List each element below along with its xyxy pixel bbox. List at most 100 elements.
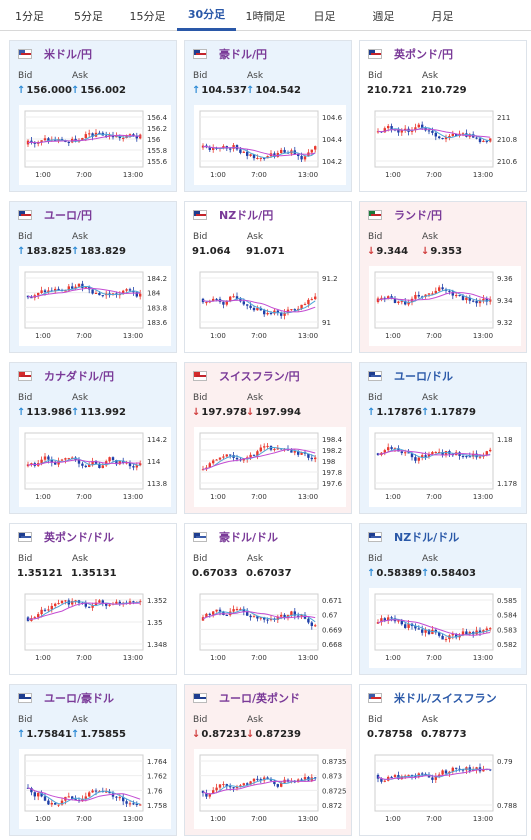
bid-number: 183.825: [26, 246, 72, 257]
y-tick-label: 198.4: [322, 436, 343, 444]
candle-body: [111, 457, 115, 461]
mini-chart[interactable]: 91.2 91 1:00 7:00 13:00: [194, 266, 346, 346]
ask-label: Ask: [422, 393, 439, 403]
mini-chart[interactable]: 156.4 156.2 156 155.8 155.6 1:00 7:00 13:00: [19, 105, 171, 185]
currency-card[interactable]: ユーロ/ドル Bid Ask ↑1.17876 ↑1.17879 1.18 1.178 1:0…: [359, 362, 527, 514]
candle-body: [276, 448, 279, 450]
x-tick-label: 13:00: [298, 332, 318, 340]
pair-link[interactable]: 米ドル/円: [18, 47, 92, 61]
y-tick-label: 0.873: [322, 773, 342, 781]
pair-link[interactable]: カナダドル/円: [18, 369, 114, 383]
mini-chart[interactable]: 0.79 0.788 1:00 7:00 13:00: [369, 749, 521, 829]
pair-link[interactable]: スイスフラン/円: [193, 369, 300, 383]
currency-card[interactable]: NZドル/ドル Bid Ask ↑0.58389 ↑0.58403 0.585 0.584 0…: [359, 523, 527, 675]
tab-0[interactable]: 1分足: [15, 9, 44, 23]
candle-body: [40, 792, 43, 797]
mini-chart[interactable]: 198.4 198.2 198 197.8 197.6 1:00 7:00 13:00: [194, 427, 346, 507]
pair-link[interactable]: 英ポンド/円: [368, 47, 453, 61]
candle-body: [84, 134, 87, 138]
mini-chart[interactable]: 211 210.8 210.6 1:00 7:00 13:00: [369, 105, 521, 185]
pair-link[interactable]: 豪ドル/ドル: [193, 530, 278, 544]
y-tick-label: 0.584: [497, 612, 518, 620]
candle-body: [431, 130, 434, 133]
mini-chart[interactable]: 1.18 1.178 1:00 7:00 13:00: [369, 427, 521, 507]
bid-label: Bid: [193, 715, 208, 725]
candle-body: [263, 617, 266, 620]
candle-body: [314, 625, 317, 627]
candle-body: [26, 295, 30, 298]
tab-6[interactable]: 週足: [372, 9, 395, 23]
x-tick-label: 7:00: [426, 171, 442, 179]
pair-link[interactable]: NZドル/円: [193, 208, 273, 222]
tab-1[interactable]: 5分足: [74, 9, 103, 23]
currency-card[interactable]: ランド/円 Bid Ask ↓9.344 ↓9.353 9.36 9.34 9.32 1:00 7…: [359, 201, 527, 353]
currency-card[interactable]: 英ポンド/円 Bid Ask 210.721 210.729 211 210.8 210.6 1…: [359, 40, 527, 192]
mini-chart[interactable]: 0.585 0.584 0.583 0.582 1:00 7:00 13:00: [369, 588, 521, 668]
candle-body: [74, 286, 77, 289]
tab-5[interactable]: 日足: [313, 9, 336, 23]
currency-card[interactable]: ユーロ/円 Bid Ask ↑183.825 ↑183.829 184.2 184 183.8…: [9, 201, 177, 353]
candle-body: [208, 793, 211, 797]
ask-number: 91.071: [246, 246, 285, 257]
down-arrow-icon: ↓: [367, 246, 376, 257]
currency-card[interactable]: 英ポンド/ドル Bid Ask 1.35121 1.35131 1.352 1.35 1.34…: [9, 523, 177, 675]
pair-link[interactable]: 米ドル/スイスフラン: [368, 691, 497, 705]
candle-body: [205, 302, 208, 304]
pair-link[interactable]: ユーロ/豪ドル: [18, 691, 114, 705]
down-arrow-icon: ↓: [192, 729, 201, 740]
currency-card[interactable]: カナダドル/円 Bid Ask ↑113.986 ↑113.992 114.2 114 113…: [9, 362, 177, 514]
currency-card[interactable]: 米ドル/スイスフラン Bid Ask 0.78758 0.78773 0.79 0.788 1…: [359, 684, 527, 836]
mini-chart[interactable]: 104.6 104.4 104.2 1:00 7:00 13:00: [194, 105, 346, 185]
up-arrow-icon-ask: ↑: [421, 407, 430, 418]
candle-body: [208, 147, 211, 150]
candle-body: [71, 457, 74, 459]
tab-2[interactable]: 15分足: [129, 9, 166, 23]
candle-body: [125, 135, 128, 138]
candle-body: [229, 148, 232, 150]
currency-card[interactable]: NZドル/円 Bid Ask 91.064 91.071 91.2 91 1:00 7:00 13…: [184, 201, 352, 353]
candle-body: [225, 784, 228, 787]
pair-link[interactable]: NZドル/ドル: [368, 530, 459, 544]
mini-chart[interactable]: 184.2 184 183.8 183.6 1:00 7:00 13:00: [19, 266, 171, 346]
mini-chart-svg: 114.2 114 113.8 1:00 7:00 13:00: [24, 432, 167, 501]
currency-card[interactable]: 豪ドル/ドル Bid Ask 0.67033 0.67037 0.671 0.67 0.669…: [184, 523, 352, 675]
short-ma-line: [27, 457, 141, 466]
mini-chart[interactable]: 114.2 114 113.8 1:00 7:00 13:00: [19, 427, 171, 507]
x-tick-label: 1:00: [210, 654, 226, 662]
pair-link[interactable]: ユーロ/英ポンド: [193, 691, 300, 705]
currency-card[interactable]: 豪ドル/円 Bid Ask ↑104.537 ↑104.542 104.6 104.4 104…: [184, 40, 352, 192]
pair-link[interactable]: 豪ドル/円: [193, 47, 267, 61]
mini-chart[interactable]: 0.8735 0.873 0.8725 0.872 1:00 7:00 13:00: [194, 749, 346, 829]
currency-card[interactable]: 米ドル/円 Bid Ask ↑156.000 ↑156.002 156.4 156.2 156…: [9, 40, 177, 192]
tab-3[interactable]: 30分足: [177, 0, 236, 31]
x-tick-label: 7:00: [251, 171, 267, 179]
tab-7[interactable]: 月足: [431, 9, 454, 23]
mini-chart[interactable]: 0.671 0.67 0.669 0.668 1:00 7:00 13:00: [194, 588, 346, 668]
x-tick-label: 1:00: [35, 815, 51, 823]
long-ma-line: [202, 299, 316, 313]
ask-label: Ask: [72, 554, 89, 564]
nz-us-flag-icon: [368, 532, 382, 542]
mini-chart[interactable]: 1.764 1.762 1.76 1.758 1:00 7:00 13:00: [19, 749, 171, 829]
y-tick-label: 211: [497, 114, 510, 122]
y-tick-label: 0.671: [322, 597, 342, 605]
ask-number: 0.87239: [255, 729, 301, 740]
pair-link[interactable]: 英ポンド/ドル: [18, 530, 114, 544]
candle-body: [64, 600, 67, 602]
bid-value: ↑0.58389: [367, 568, 422, 579]
ask-number: 1.35131: [71, 568, 117, 579]
candle-body: [235, 457, 239, 460]
pair-link[interactable]: ユーロ/ドル: [368, 369, 453, 383]
currency-card[interactable]: ユーロ/英ポンド Bid Ask ↓0.87231 ↓0.87239 0.8735 0.87…: [184, 684, 352, 836]
candle-body: [77, 459, 81, 464]
pair-link[interactable]: ランド/円: [368, 208, 442, 222]
mini-chart[interactable]: 1.352 1.35 1.348 1:00 7:00 13:00: [19, 588, 171, 668]
pair-link[interactable]: ユーロ/円: [18, 208, 92, 222]
pair-name: 英ポンド/円: [394, 48, 454, 61]
tab-4[interactable]: 1時間足: [245, 9, 286, 23]
mini-chart[interactable]: 9.36 9.34 9.32 1:00 7:00 13:00: [369, 266, 521, 346]
currency-card[interactable]: スイスフラン/円 Bid Ask ↓197.978 ↓197.994 198.4 198.2…: [184, 362, 352, 514]
bid-number: 104.537: [201, 85, 247, 96]
currency-card[interactable]: ユーロ/豪ドル Bid Ask ↑1.75841 ↑1.75855 1.764 1.762 1…: [9, 684, 177, 836]
y-tick-label: 104.2: [322, 158, 342, 166]
